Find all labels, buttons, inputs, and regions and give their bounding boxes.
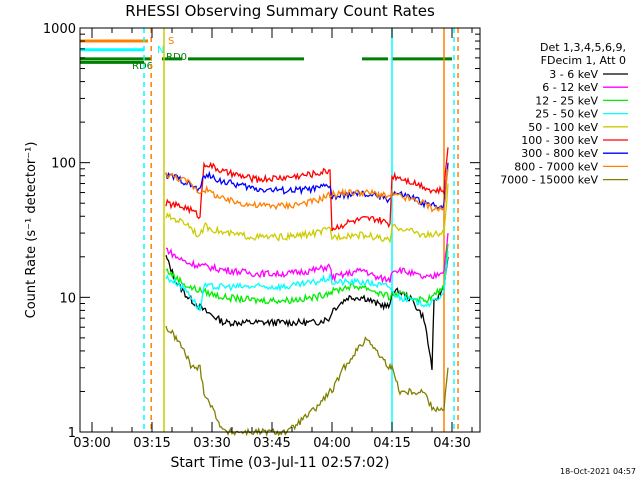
series-lines — [165, 147, 449, 438]
series-line — [165, 162, 449, 211]
state-bar-label: S — [168, 36, 174, 47]
x-tick-label: 03:15 — [133, 436, 170, 451]
legend-header: Det 1,3,4,5,6,9, — [540, 41, 626, 54]
state-bar-label: RD0 — [166, 52, 187, 63]
time-markers — [143, 28, 459, 432]
legend-entry-label: 6 - 12 keV — [542, 81, 598, 94]
x-tick-label: 04:15 — [373, 436, 410, 451]
series-line — [165, 183, 449, 244]
x-axis-label: Start Time (03-Jul-11 02:57:02) — [170, 455, 389, 471]
legend-entry-label: 50 - 100 keV — [528, 121, 598, 134]
x-tick-label: 03:00 — [73, 436, 110, 451]
x-tick-label: 04:00 — [313, 436, 350, 451]
series-line — [165, 168, 449, 213]
legend-header: FDecim 1, Att 0 — [541, 54, 626, 67]
legend-entry-label: 3 - 6 keV — [549, 68, 598, 81]
legend: Det 1,3,4,5,6,9,FDecim 1, Att 03 - 6 keV… — [500, 41, 628, 187]
legend-entry-label: 25 - 50 keV — [535, 108, 598, 121]
y-tick-label: 100 — [51, 157, 76, 172]
x-tick-label: 04:30 — [433, 436, 470, 451]
x-tick-label: 03:45 — [253, 436, 290, 451]
legend-entry-label: 300 - 800 keV — [521, 147, 598, 160]
series-line — [165, 243, 449, 306]
y-tick-label: 10 — [59, 291, 76, 306]
axes: 1 10 100 1000 03:00 03:15 03:30 03:45 04:00 04:15… — [43, 22, 480, 451]
legend-entry-label: 12 - 25 keV — [535, 94, 598, 107]
legend-entry-label: 7000 - 15000 keV — [500, 174, 598, 187]
y-axis-label: Count Rate (s⁻¹ detector⁻¹) — [24, 142, 39, 319]
y-tick-label: 1000 — [43, 22, 76, 37]
x-tick-label: 03:30 — [193, 436, 230, 451]
series-line — [165, 147, 449, 232]
chart-title: RHESSI Observing Summary Count Rates — [125, 2, 435, 20]
series-line — [165, 325, 449, 438]
state-bar-label: N — [157, 45, 164, 56]
plot-frame — [79, 27, 481, 433]
series-line — [165, 251, 449, 312]
y-tick-label: 1 — [68, 426, 76, 441]
legend-entry-label: 800 - 7000 keV — [514, 160, 598, 173]
state-bar-label: RD6 — [132, 61, 153, 72]
series-line — [165, 255, 449, 370]
legend-entry-label: 100 - 300 keV — [521, 134, 598, 147]
series-line — [165, 233, 449, 285]
timestamp: 18-Oct-2021 04:57 — [560, 467, 636, 476]
